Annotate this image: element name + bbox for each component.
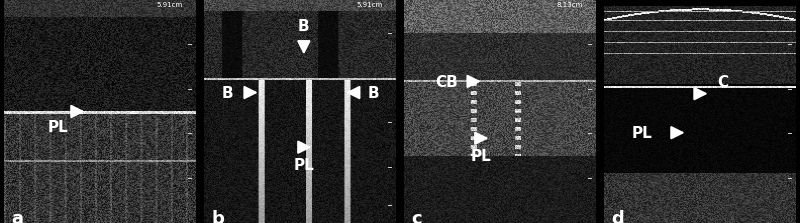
Text: B: B [367, 86, 378, 101]
Text: 5.91cm: 5.91cm [156, 2, 182, 8]
Text: PL: PL [47, 120, 68, 135]
Text: d: d [612, 210, 625, 223]
Text: b: b [212, 210, 225, 223]
Text: PL: PL [470, 149, 491, 164]
Text: PL: PL [632, 126, 653, 141]
Text: C: C [718, 75, 729, 90]
Text: CB: CB [435, 75, 458, 90]
Text: 5.91cm: 5.91cm [356, 2, 382, 8]
Text: B: B [298, 19, 310, 34]
Text: a: a [12, 210, 24, 223]
Text: 8.13cm: 8.13cm [556, 2, 582, 8]
Text: B: B [222, 86, 233, 101]
Text: PL: PL [294, 157, 314, 173]
Text: c: c [412, 210, 422, 223]
